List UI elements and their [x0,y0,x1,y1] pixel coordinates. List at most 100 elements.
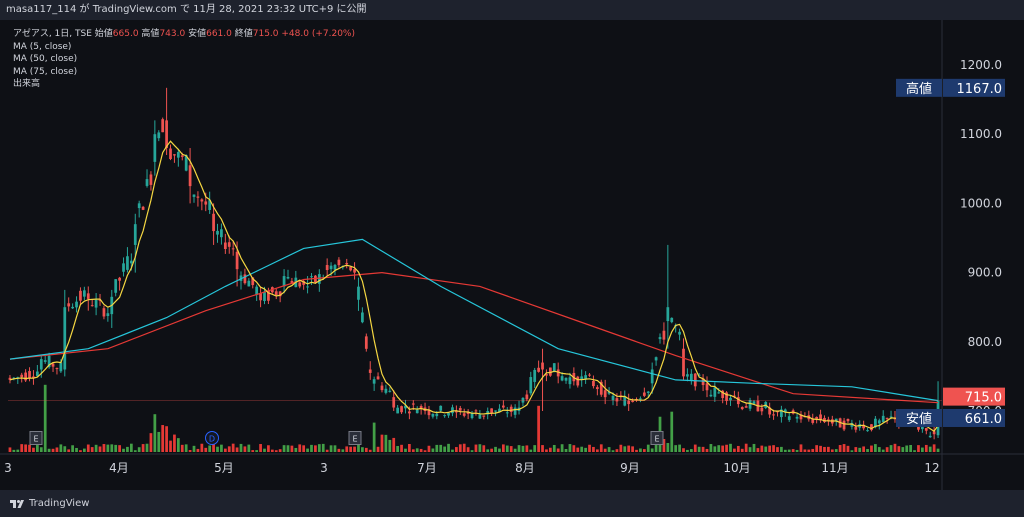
candle-body[interactable] [32,376,35,379]
candle-body[interactable] [556,369,560,377]
candle-body[interactable] [427,409,431,416]
candle-body[interactable] [823,417,826,423]
candle-body[interactable] [16,377,20,379]
candle-body[interactable] [678,331,681,335]
candle-body[interactable] [114,279,118,293]
legend-ma5[interactable]: MA (5, close) [13,41,72,52]
candle-body[interactable] [470,413,474,419]
candle-body[interactable] [274,291,278,296]
candle-body[interactable] [235,251,239,270]
candle-body[interactable] [498,408,501,412]
candle-body[interactable] [748,399,752,409]
candle-body[interactable] [447,412,450,416]
candle-body[interactable] [580,376,584,380]
candle-body[interactable] [584,375,587,379]
candle-body[interactable] [102,308,106,317]
candle-body[interactable] [607,391,611,394]
candle-body[interactable] [28,371,31,379]
candle-body[interactable] [744,406,748,408]
chart-area[interactable]: EDEE1200.01100.01000.0900.0800.0700.034月… [0,20,1024,490]
candle-body[interactable] [39,359,43,370]
candle-body[interactable] [870,424,873,431]
candle-body[interactable] [564,377,568,381]
candle-body[interactable] [75,301,78,308]
candle-body[interactable] [693,373,697,387]
legend-ma75[interactable]: MA (75, close) [13,66,78,77]
candle-body[interactable] [79,290,82,301]
candle-body[interactable] [650,369,654,384]
tradingview-logo[interactable]: TradingView [10,498,89,509]
candle-body[interactable] [380,385,384,391]
candle-body[interactable] [106,313,110,317]
candle-body[interactable] [787,416,791,420]
candle-body[interactable] [263,291,266,302]
candle-body[interactable] [455,411,458,413]
candle-body[interactable] [98,299,102,301]
candle-body[interactable] [862,424,866,429]
candle-body[interactable] [658,337,662,340]
candle-body[interactable] [267,290,270,301]
candle-body[interactable] [126,256,129,270]
candle-body[interactable] [486,411,490,415]
candle-body[interactable] [521,397,525,403]
candle-body[interactable] [306,286,309,288]
candle-body[interactable] [212,213,215,232]
candle-body[interactable] [541,362,544,370]
candle-body[interactable] [654,357,658,361]
candle-body[interactable] [576,376,580,386]
candle-body[interactable] [928,435,932,438]
candle-body[interactable] [670,317,674,323]
candle-body[interactable] [505,412,509,414]
candle-body[interactable] [333,264,337,270]
candle-body[interactable] [419,406,423,410]
candle-body[interactable] [247,280,251,287]
candle-body[interactable] [227,242,231,247]
candle-body[interactable] [122,263,125,272]
candle-body[interactable] [173,154,176,156]
candle-body[interactable] [772,414,775,416]
candle-body[interactable] [145,179,149,186]
candle-body[interactable] [482,415,486,417]
candle-body[interactable] [243,274,247,284]
candle-body[interactable] [251,277,255,286]
candle-body[interactable] [697,374,701,376]
candle-body[interactable] [611,395,615,401]
candle-body[interactable] [317,274,321,284]
candle-body[interactable] [705,383,709,391]
candle-body[interactable] [682,348,685,377]
candle-body[interactable] [689,373,693,381]
candle-body[interactable] [462,413,466,416]
candle-body[interactable] [94,299,98,308]
candle-body[interactable] [329,265,333,270]
candle-body[interactable] [458,408,462,411]
candle-body[interactable] [646,391,650,393]
candle-body[interactable] [118,277,121,281]
candle-body[interactable] [783,409,787,413]
candle-body[interactable] [137,203,141,209]
candle-body[interactable] [780,409,783,418]
candle-body[interactable] [513,407,517,415]
candle-body[interactable] [357,286,360,300]
price-chart[interactable]: EDEE1200.01100.01000.0900.0800.0700.034月… [0,20,1024,490]
candle-body[interactable] [917,424,920,430]
candle-body[interactable] [615,398,619,402]
candle-body[interactable] [388,390,392,392]
candle-body[interactable] [157,132,161,139]
candle-body[interactable] [642,392,646,396]
candle-body[interactable] [866,430,869,432]
candle-body[interactable] [8,377,12,380]
candle-body[interactable] [364,336,368,349]
candle-body[interactable] [435,413,439,417]
candle-body[interactable] [404,405,407,409]
candle-body[interactable] [490,408,493,414]
candle-body[interactable] [760,407,764,412]
candle-body[interactable] [721,390,725,399]
candle-body[interactable] [310,276,313,278]
candle-body[interactable] [819,414,822,421]
candle-body[interactable] [180,155,184,157]
candle-body[interactable] [799,414,803,420]
candle-body[interactable] [71,306,74,309]
candle-body[interactable] [501,405,505,408]
candle-body[interactable] [815,416,819,419]
candle-body[interactable] [924,428,928,431]
